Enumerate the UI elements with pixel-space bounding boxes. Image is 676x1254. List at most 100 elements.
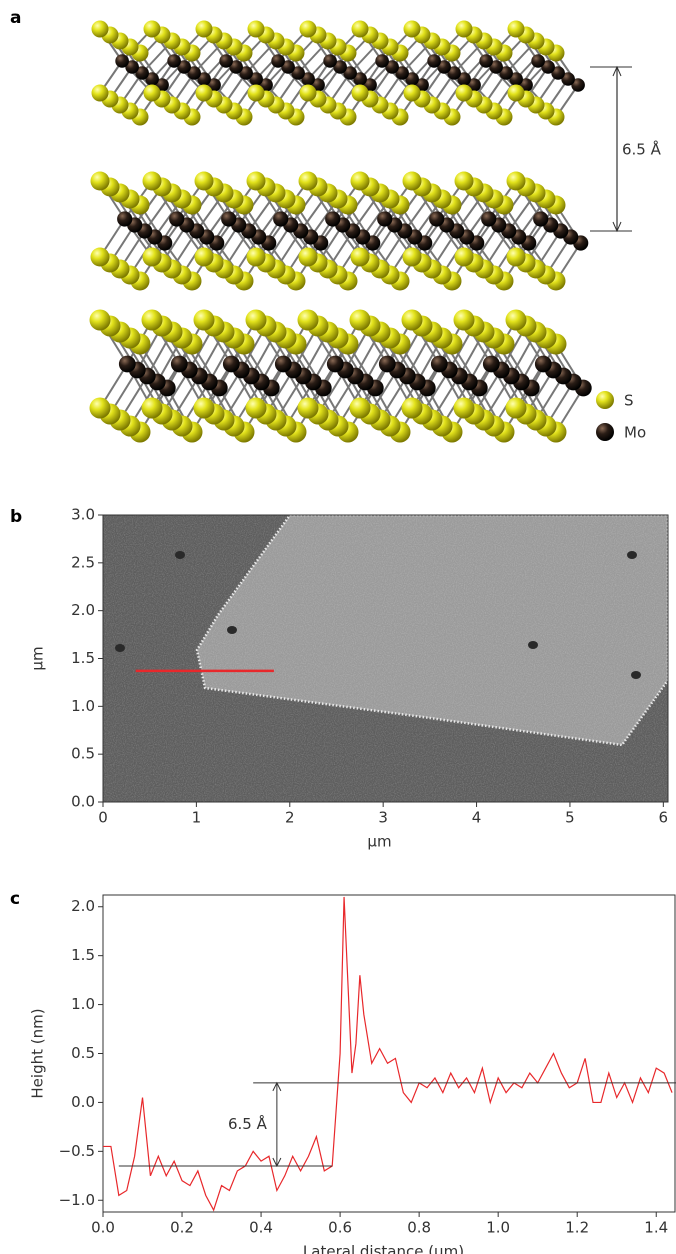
sulfur-atom — [141, 397, 163, 419]
x-tick-label: 6 — [659, 809, 669, 827]
sulfur-atom — [246, 247, 266, 267]
molybdenum-atom — [430, 355, 448, 373]
sulfur-atom — [193, 309, 215, 331]
sulfur-atom — [298, 247, 318, 267]
molybdenum-atom — [281, 60, 295, 74]
y-tick-label: 0.0 — [71, 1093, 95, 1111]
molybdenum-atom — [291, 66, 305, 80]
dark-spot — [528, 641, 538, 649]
molybdenum-atom — [115, 54, 129, 68]
structure-illustration — [89, 20, 592, 443]
y-tick-label: 1.0 — [71, 995, 95, 1013]
molybdenum-atom — [145, 72, 159, 86]
sulfur-atom — [455, 20, 473, 38]
molybdenum-atom — [325, 211, 341, 227]
molybdenum-atom — [301, 72, 315, 86]
sulfur-atom — [506, 247, 526, 267]
molybdenum-atom — [187, 66, 201, 80]
molybdenum-atom — [170, 355, 188, 373]
sulfur-atom — [195, 20, 213, 38]
x-tick-label: 4 — [472, 809, 482, 827]
dark-spot — [115, 644, 125, 652]
molybdenum-atom — [125, 60, 139, 74]
sulfur-atom — [245, 309, 267, 331]
y-tick-label: 0.5 — [71, 1044, 95, 1062]
x-tick-label: 0.2 — [170, 1219, 194, 1237]
molybdenum-atom — [395, 66, 409, 80]
sulfur-atom — [350, 247, 370, 267]
sulfur-atom — [141, 309, 163, 331]
molybdenum-atom — [481, 211, 497, 227]
arrow-heads — [612, 65, 622, 233]
sulfur-atom — [453, 309, 475, 331]
molybdenum-atom — [377, 211, 393, 227]
y-tick-label: 1.5 — [71, 649, 95, 667]
afm-image — [103, 515, 668, 802]
molybdenum-atom — [437, 60, 451, 74]
molybdenum-atom — [219, 54, 233, 68]
sulfur-atom — [90, 247, 110, 267]
x-tick-label: 1.2 — [565, 1219, 589, 1237]
sulfur-atom — [507, 84, 525, 102]
sulfur-atom — [299, 20, 317, 38]
sulfur-atom — [297, 309, 319, 331]
legend-swatch-mo — [596, 423, 614, 441]
x-tick-label: 0.8 — [407, 1219, 431, 1237]
molybdenum-atom — [534, 355, 552, 373]
molybdenum-atom — [177, 60, 191, 74]
sulfur-atom — [403, 84, 421, 102]
spacing-label: 6.5 Å — [622, 140, 662, 159]
sulfur-atom — [247, 84, 265, 102]
molybdenum-atom — [135, 66, 149, 80]
molybdenum-atom — [457, 72, 471, 86]
panel-label: c — [10, 889, 20, 909]
y-tick-label: 1.0 — [71, 697, 95, 715]
molybdenum-atom — [239, 66, 253, 80]
sulfur-atom — [90, 171, 110, 191]
arrow-heads — [272, 1081, 282, 1168]
sulfur-atom — [505, 309, 527, 331]
sulfur-atom — [89, 397, 111, 419]
sulfur-atom — [89, 309, 111, 331]
y-tick-label: 0.5 — [71, 745, 95, 763]
dark-spot — [227, 626, 237, 634]
molybdenum-atom — [482, 355, 500, 373]
sulfur-atom — [142, 171, 162, 191]
y-axis-label: Height (nm) — [29, 1008, 47, 1098]
molybdenum-atom — [323, 54, 337, 68]
sulfur-atom — [351, 84, 369, 102]
y-tick-label: 3.0 — [71, 506, 95, 524]
molybdenum-atom — [333, 60, 347, 74]
molybdenum-atom — [353, 72, 367, 86]
sulfur-atom — [402, 171, 422, 191]
dark-spot — [631, 671, 641, 679]
sulfur-atom — [349, 309, 371, 331]
y-axis-label: µm — [29, 646, 47, 670]
sulfur-atom — [246, 171, 266, 191]
molybdenum-atom — [489, 60, 503, 74]
y-tick-label: 2.0 — [71, 897, 95, 915]
sulfur-atom — [247, 20, 265, 38]
dark-spot — [627, 551, 637, 559]
x-axis-label: µm — [367, 833, 391, 851]
molybdenum-atom — [571, 78, 585, 92]
sulfur-atom — [454, 171, 474, 191]
x-tick-label: 1.4 — [644, 1219, 668, 1237]
sulfur-atom — [299, 84, 317, 102]
x-axis-label: Lateral distance (µm) — [303, 1243, 464, 1254]
sulfur-atom — [297, 397, 319, 419]
x-tick-label: 5 — [565, 809, 575, 827]
step-label: 6.5 Å — [228, 1114, 268, 1133]
molybdenum-atom — [118, 355, 136, 373]
y-tick-label: 1.5 — [71, 946, 95, 964]
molybdenum-atom — [273, 211, 289, 227]
x-tick-label: 0.4 — [249, 1219, 273, 1237]
sulfur-atom — [453, 397, 475, 419]
x-tick-label: 0 — [98, 809, 108, 827]
molybdenum-atom — [509, 72, 523, 86]
noise — [103, 515, 668, 802]
sulfur-atom — [507, 20, 525, 38]
molybdenum-atom — [551, 66, 565, 80]
sulfur-atom — [402, 247, 422, 267]
